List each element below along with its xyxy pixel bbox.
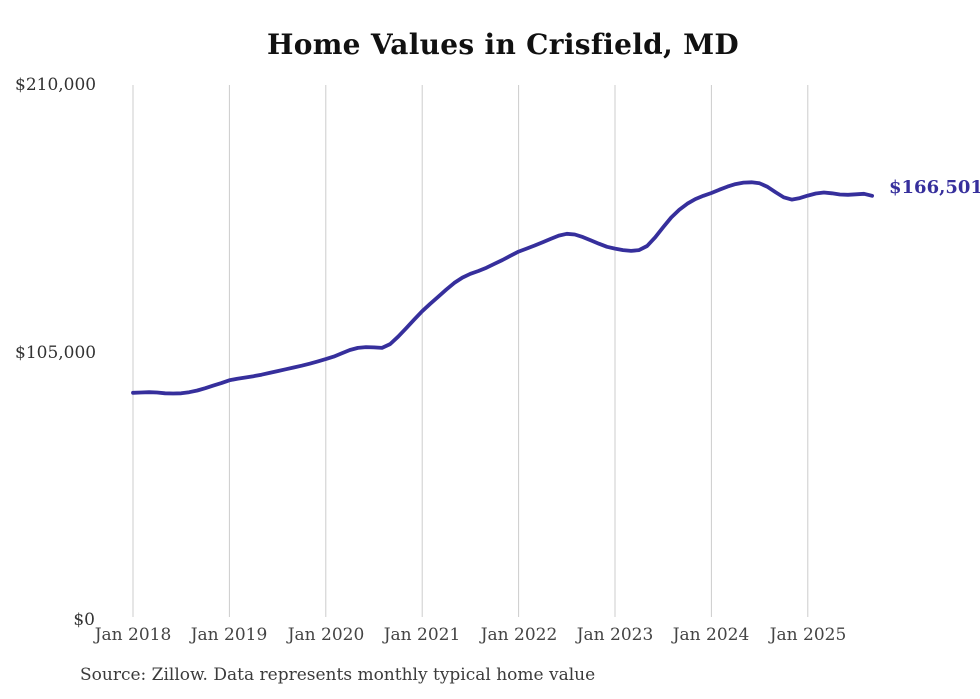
gridlines [132,85,809,617]
x-axis-label: Jan 2018 [94,625,172,645]
latest-value-label: $166,501 [889,177,980,198]
y-axis-label: $0 [73,610,95,630]
x-axis-label: Jan 2021 [383,625,461,645]
home-value-line [131,180,874,396]
x-axis-label: Jan 2019 [190,625,268,645]
x-axis-label: Jan 2024 [672,625,750,645]
chart-title: Home Values in Crisfield, MD [267,28,739,61]
x-axis-label: Jan 2023 [576,625,654,645]
x-axis-label: Jan 2020 [287,625,365,645]
x-axis-label: Jan 2025 [769,625,847,645]
x-axis-label: Jan 2022 [480,625,558,645]
y-axis-label: $105,000 [15,343,97,363]
source-note: Source: Zillow. Data represents monthly … [80,665,596,685]
y-axis-label: $210,000 [15,75,97,95]
